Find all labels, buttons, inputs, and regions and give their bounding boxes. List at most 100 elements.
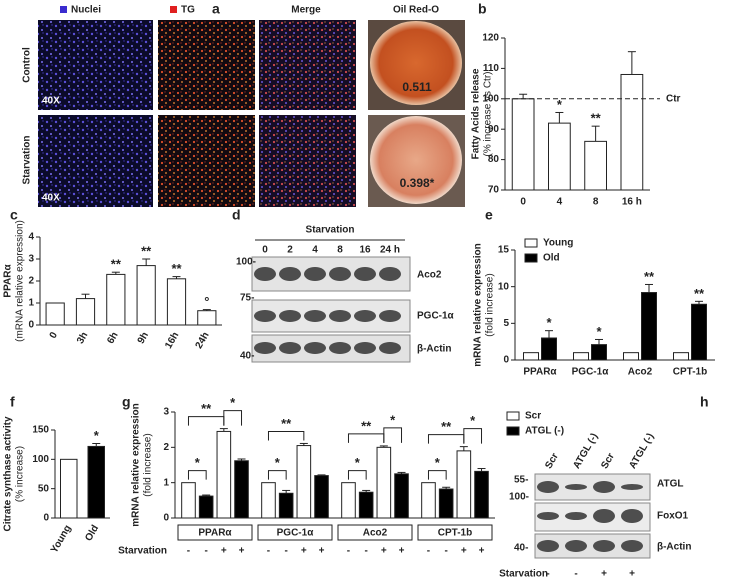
bar	[691, 303, 707, 361]
bar	[584, 140, 607, 191]
significance: **	[441, 419, 452, 434]
condition-sign: +	[461, 546, 467, 557]
y-axis-title: mRNA relative expression	[131, 403, 142, 527]
oil-value: 0.511	[402, 80, 432, 94]
bar	[136, 265, 156, 326]
protein-label: β-Actin	[417, 344, 451, 355]
blot-band	[537, 512, 559, 520]
y-tick-label: 3	[28, 254, 34, 265]
bar	[87, 445, 105, 519]
condition-label: Starvation	[499, 569, 548, 580]
bar	[60, 458, 78, 519]
bar	[548, 122, 571, 191]
significance: *	[470, 413, 476, 428]
marker: 100-	[509, 492, 529, 503]
micrograph	[158, 115, 255, 207]
condition-sign: +	[399, 546, 405, 557]
bracket	[427, 470, 447, 480]
bar	[620, 73, 644, 191]
y-tick-label: 0	[28, 320, 34, 331]
legend-swatch	[524, 238, 538, 248]
lane-label: 2	[287, 245, 293, 256]
legend-swatch	[506, 411, 520, 421]
bar	[573, 352, 589, 361]
row-label: Control	[22, 47, 33, 83]
bracket	[347, 433, 385, 443]
bar	[234, 460, 249, 519]
bar	[296, 445, 312, 519]
lane-label: Scr	[599, 451, 617, 471]
protein-label: ATGL	[657, 479, 683, 490]
blot-band	[279, 342, 301, 354]
bracket	[463, 428, 483, 444]
blot-band	[621, 540, 643, 552]
blot-band	[354, 267, 376, 281]
blot-band	[621, 484, 643, 490]
significance: **	[171, 261, 182, 276]
condition-sign: +	[601, 569, 607, 580]
blot-band	[254, 342, 276, 354]
bar	[394, 473, 409, 519]
oil-value: 0.398*	[400, 176, 435, 190]
x-tick-label: 24h	[194, 330, 212, 350]
bracket	[187, 416, 225, 426]
bracket	[187, 470, 207, 480]
condition-sign: +	[221, 546, 227, 557]
blot-band	[621, 509, 643, 523]
bar	[106, 273, 126, 326]
blot-band	[329, 267, 351, 281]
panel-letter: a	[212, 1, 220, 17]
lane-label: 8	[337, 245, 343, 256]
bar	[673, 352, 689, 361]
oil-well	[370, 116, 462, 204]
reference-label: Ctr	[666, 93, 681, 104]
panel-a: a Nuclei TG Merge Oil Red-O Control Star…	[22, 1, 465, 207]
significance: *	[546, 315, 552, 330]
blot-band	[537, 540, 559, 552]
significance: *	[94, 428, 100, 443]
blot-band	[593, 540, 615, 552]
significance: **	[281, 416, 292, 431]
y-tick-label: 10	[498, 281, 510, 292]
blot-band	[379, 267, 401, 281]
marker: 40-	[514, 543, 528, 554]
condition-sign: -	[546, 569, 549, 580]
micrograph	[259, 115, 356, 207]
y-tick-label: 90	[488, 124, 500, 135]
lane-label: ATGL (-)	[571, 431, 600, 470]
panel-letter: c	[10, 207, 18, 223]
row-label: Starvation	[22, 136, 33, 185]
condition-sign: +	[301, 546, 307, 557]
column-label: Nuclei	[71, 5, 101, 16]
bar	[474, 470, 489, 519]
marker: 55-	[514, 475, 528, 486]
x-tick-label: Aco2	[628, 367, 653, 378]
y-axis-title: Citrate synthase activity	[3, 416, 14, 531]
bar	[438, 488, 454, 519]
marker: 40-	[240, 351, 254, 362]
condition-sign: +	[479, 546, 485, 557]
bar	[314, 475, 329, 519]
blot-band	[254, 310, 276, 322]
lane-label: ATGL (-)	[627, 431, 656, 470]
significance: °	[204, 294, 209, 309]
bar	[216, 430, 232, 519]
lane-label: 16	[359, 245, 371, 256]
y-axis-subtitle: (fold increase)	[485, 273, 496, 336]
y-axis-subtitle: (% increase vs Ctr)	[483, 71, 494, 156]
x-tick-label: 3h	[75, 330, 90, 346]
significance: **	[644, 269, 655, 284]
bar	[278, 492, 294, 519]
condition-sign: +	[381, 546, 387, 557]
panel-letter: b	[478, 1, 487, 17]
bracket	[383, 427, 403, 443]
x-tick-label: Old	[83, 523, 101, 543]
y-tick-label: 100	[32, 454, 49, 465]
blot-band	[329, 310, 351, 322]
bar	[198, 495, 214, 519]
significance: *	[355, 455, 361, 470]
significance: *	[275, 455, 281, 470]
bar	[376, 446, 392, 519]
x-tick-label: PPARα	[198, 528, 232, 539]
y-tick-label: 2	[28, 276, 34, 287]
